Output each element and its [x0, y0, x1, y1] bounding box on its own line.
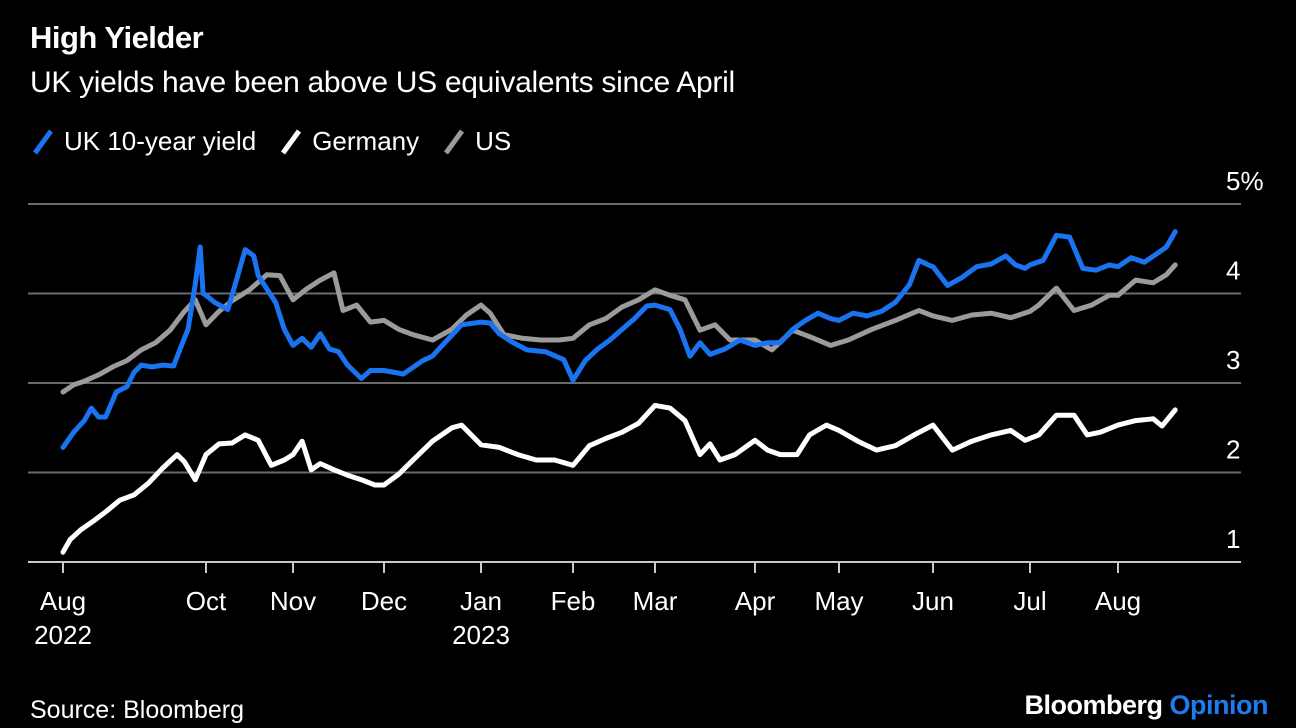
series-lines: [60, 229, 1178, 555]
x-tick-label: Nov: [270, 586, 316, 616]
x-tick-label: Jan: [460, 586, 502, 616]
y-tick-label: 1: [1226, 524, 1240, 554]
series-line-uk-10-year-yield: [60, 229, 1178, 450]
x-tick-label: Aug: [40, 586, 86, 616]
legend: UK 10-year yield Germany US: [30, 126, 533, 157]
series-line-us: [60, 262, 1178, 395]
x-tick-label: Apr: [735, 586, 776, 616]
y-axis-labels: 1 2 3 4 5%: [1226, 166, 1264, 554]
y-tick-label: 5%: [1226, 166, 1264, 196]
gridlines: [28, 203, 1241, 474]
x-axis: Aug 2022 Oct Nov Dec Jan 2023 Feb Mar Apr May Jun Ju…: [28, 561, 1241, 650]
brand-logo: Bloomberg Opinion: [1024, 690, 1268, 721]
legend-label-us: US: [475, 126, 512, 156]
legend-label-germany: Germany: [312, 126, 420, 156]
chart-title: High Yielder: [30, 20, 204, 55]
legend-swatch-uk-icon: [32, 129, 54, 154]
legend-swatch-us-icon: [444, 129, 465, 154]
y-tick-label: 4: [1226, 256, 1240, 286]
x-tick-label: Aug: [1095, 586, 1141, 616]
legend-item-us: US: [441, 126, 511, 157]
legend-label-uk: UK 10-year yield: [64, 126, 257, 156]
brand-main: Bloomberg: [1024, 690, 1163, 720]
legend-item-germany: Germany: [278, 126, 419, 157]
legend-item-uk: UK 10-year yield: [30, 126, 256, 157]
x-tick-label: May: [814, 586, 863, 616]
chart-subtitle: UK yields have been above US equivalents…: [30, 66, 735, 99]
y-tick-label: 3: [1226, 345, 1240, 375]
x-tick-label: Jun: [912, 586, 954, 616]
x-tick-label: Jul: [1013, 586, 1046, 616]
y-tick-label: 2: [1226, 435, 1240, 465]
legend-swatch-germany-icon: [281, 129, 302, 154]
x-tick-label: Oct: [186, 586, 227, 616]
x-tick-year-label: 2023: [452, 620, 510, 650]
brand-accent: Opinion: [1169, 690, 1269, 720]
x-tick-label: Mar: [633, 586, 678, 616]
source-note: Source: Bloomberg: [30, 696, 245, 724]
x-tick-label: Dec: [361, 586, 407, 616]
series-line-germany: [60, 402, 1178, 555]
x-tick-label: Feb: [551, 586, 596, 616]
x-tick-year-label: 2022: [34, 620, 92, 650]
